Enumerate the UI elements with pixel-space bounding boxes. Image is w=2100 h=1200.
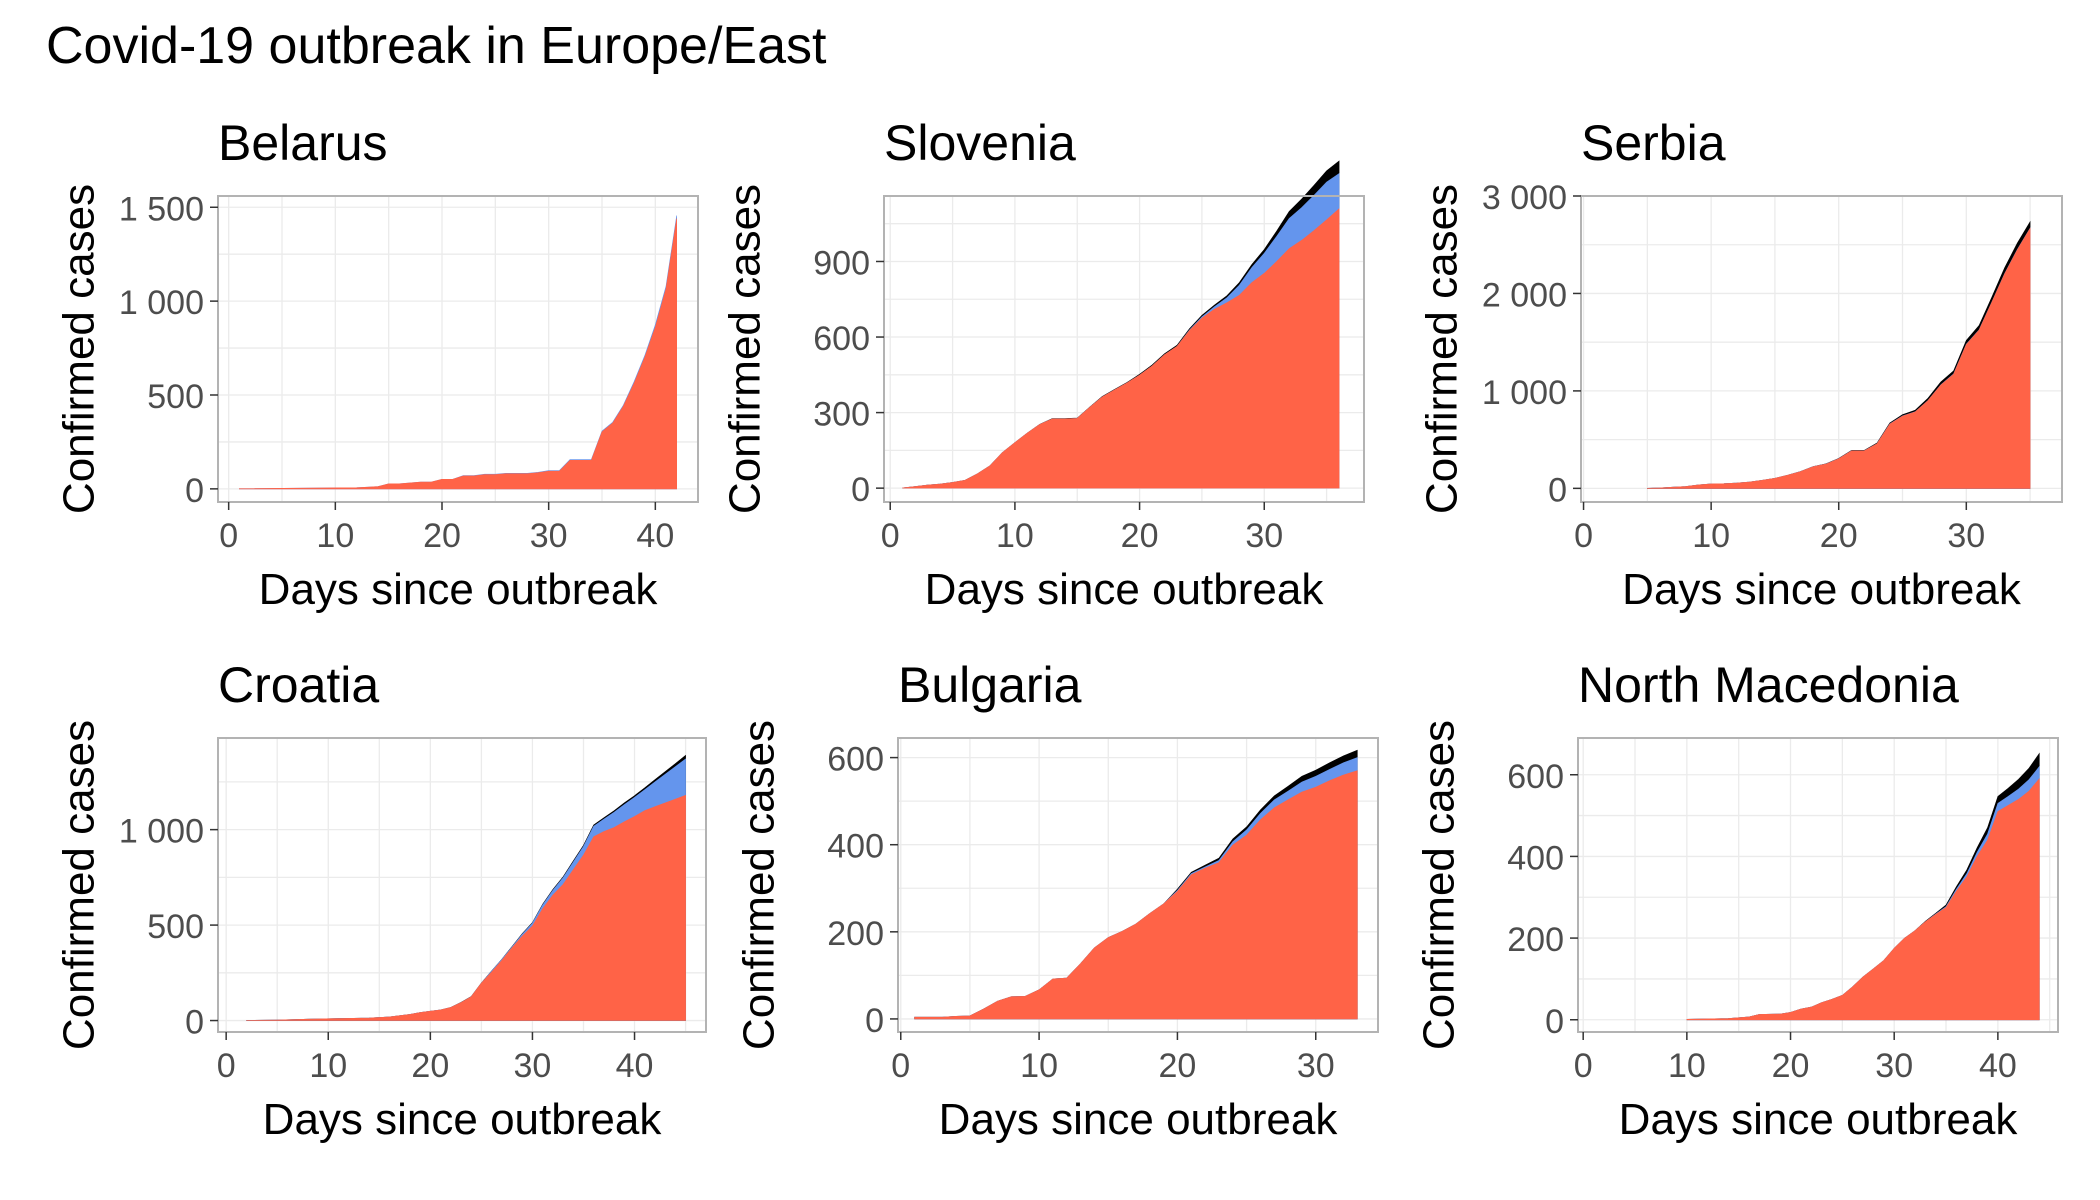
x-tick-label: 10 — [1692, 517, 1730, 555]
x-tick-label: 10 — [1668, 1047, 1706, 1085]
x-tick-label: 40 — [636, 517, 674, 555]
y-tick-label: 0 — [1548, 471, 1567, 509]
y-tick-label: 600 — [1507, 758, 1564, 796]
y-tick-label: 500 — [147, 378, 204, 416]
area-series-confirmed — [902, 208, 1340, 489]
y-axis-label: Confirmed cases — [1417, 184, 1466, 514]
y-tick-label: 300 — [813, 396, 870, 434]
x-tick-label: 0 — [891, 1047, 910, 1085]
area-series-confirmed — [239, 218, 677, 490]
y-axis-label: Confirmed cases — [54, 720, 103, 1050]
y-tick-label: 1 000 — [119, 813, 204, 851]
y-tick-label: 200 — [1507, 921, 1564, 959]
x-tick-label: 10 — [316, 517, 354, 555]
x-tick-label: 30 — [1245, 517, 1283, 555]
y-axis-label: Confirmed cases — [720, 184, 769, 514]
y-tick-label: 1 500 — [119, 190, 204, 228]
page-title: Covid-19 outbreak in Europe/East — [46, 17, 827, 75]
y-axis-label: Confirmed cases — [734, 720, 783, 1050]
x-tick-label: 20 — [1159, 1047, 1197, 1085]
y-axis-label: Confirmed cases — [54, 184, 103, 514]
chart-north-macedonia: North Macedonia 0 200 400 600 0 10 20 30 40 Days s… — [1414, 657, 2059, 1144]
chart-title: Bulgaria — [898, 657, 1082, 713]
x-tick-label: 0 — [217, 1047, 236, 1085]
grid — [218, 196, 698, 502]
x-axis-label: Days since outbreak — [259, 565, 659, 614]
x-tick-label: 40 — [1979, 1047, 2017, 1085]
chart-title: Serbia — [1581, 115, 1726, 171]
chart-belarus: Belarus 0 500 1 000 1 500 0 10 20 30 40 Days since… — [54, 115, 699, 614]
y-tick-label: 0 — [185, 472, 204, 510]
y-tick-label: 600 — [827, 741, 884, 779]
area-series-confirmed — [914, 770, 1358, 1020]
y-axis-label: Confirmed cases — [1414, 720, 1463, 1050]
x-tick-label: 0 — [881, 517, 900, 555]
x-axis-label: Days since outbreak — [263, 1095, 663, 1144]
plot-border — [1577, 737, 2059, 1033]
x-tick-label: 10 — [309, 1047, 347, 1085]
x-tick-label: 20 — [1121, 517, 1159, 555]
x-tick-label: 0 — [1574, 1047, 1593, 1085]
y-tick-label: 200 — [827, 915, 884, 953]
y-tick-label: 3 000 — [1482, 179, 1567, 217]
y-tick-label: 400 — [827, 828, 884, 866]
y-tick-label: 0 — [851, 471, 870, 509]
y-tick-label: 900 — [813, 244, 870, 282]
chart-title: Croatia — [218, 657, 379, 713]
y-tick-label: 0 — [865, 1002, 884, 1040]
chart-slovenia: Slovenia 0 300 600 900 0 10 20 30 Days since outb… — [720, 115, 1365, 614]
x-axis-label: Days since outbreak — [1619, 1095, 2019, 1144]
x-tick-label: 30 — [530, 517, 568, 555]
plot-border — [897, 737, 1379, 1033]
x-tick-label: 10 — [1020, 1047, 1058, 1085]
x-axis-label: Days since outbreak — [1622, 565, 2022, 614]
x-axis-label: Days since outbreak — [939, 1095, 1339, 1144]
x-tick-label: 30 — [1947, 517, 1985, 555]
x-axis-label: Days since outbreak — [925, 565, 1325, 614]
y-tick-label: 600 — [813, 320, 870, 358]
y-tick-label: 0 — [1545, 1003, 1564, 1041]
x-tick-label: 40 — [616, 1047, 654, 1085]
y-tick-label: 1 000 — [119, 284, 204, 322]
area-series-confirmed — [1686, 777, 2040, 1021]
chart-title: Belarus — [218, 115, 388, 171]
x-tick-label: 20 — [1772, 1047, 1810, 1085]
chart-bulgaria: Bulgaria 0 200 400 600 0 10 20 30 Days since outb… — [734, 657, 1379, 1144]
x-tick-label: 30 — [1875, 1047, 1913, 1085]
chart-croatia: Croatia 0 500 1 000 0 10 20 30 40 Days since outb… — [54, 657, 707, 1144]
x-tick-label: 0 — [219, 517, 238, 555]
x-tick-label: 20 — [423, 517, 461, 555]
y-tick-label: 500 — [147, 908, 204, 946]
chart-serbia: Serbia 0 1 000 2 000 3 000 0 10 20 30 Days since … — [1417, 115, 2063, 614]
plot-border — [883, 195, 1365, 503]
x-tick-label: 0 — [1574, 517, 1593, 555]
chart-title: North Macedonia — [1578, 657, 1959, 713]
plot-border — [217, 737, 707, 1033]
y-tick-label: 0 — [185, 1004, 204, 1042]
plot-border — [1580, 195, 2063, 503]
area-series-confirmed — [1647, 227, 2031, 489]
y-tick-label: 1 000 — [1482, 374, 1567, 412]
x-tick-label: 20 — [1820, 517, 1858, 555]
x-tick-label: 10 — [996, 517, 1034, 555]
x-tick-label: 20 — [411, 1047, 449, 1085]
x-tick-label: 30 — [1297, 1047, 1335, 1085]
y-tick-label: 2 000 — [1482, 276, 1567, 314]
y-tick-label: 400 — [1507, 839, 1564, 877]
area-series-confirmed — [246, 794, 686, 1021]
plot-border — [217, 195, 699, 503]
chart-title: Slovenia — [884, 115, 1076, 171]
x-tick-label: 30 — [514, 1047, 552, 1085]
